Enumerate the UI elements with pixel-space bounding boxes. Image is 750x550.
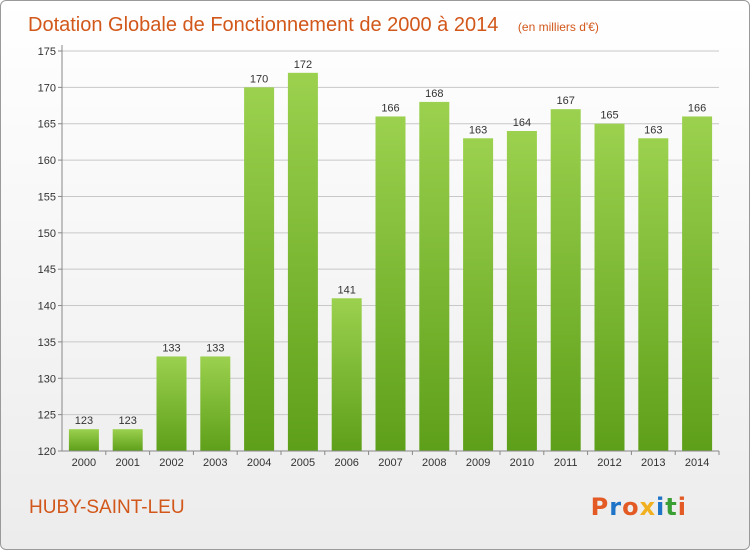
x-tick-label: 2009 xyxy=(466,457,490,469)
bar xyxy=(68,429,99,451)
x-tick-label: 2003 xyxy=(203,457,227,469)
y-tick-label: 170 xyxy=(38,82,56,94)
data-label: 133 xyxy=(206,342,224,354)
x-tick-label: 2011 xyxy=(554,457,578,469)
data-label: 167 xyxy=(557,95,575,107)
bar xyxy=(594,123,625,452)
proxiti-logo[interactable]: Proxiti xyxy=(591,493,687,521)
bars: 123 123 133 133 170 172 141 166 168 163 164 167 165 1… xyxy=(68,59,713,452)
logo-letter: P xyxy=(590,493,610,521)
data-label: 166 xyxy=(381,102,399,114)
logo-letter: o xyxy=(622,493,640,521)
logo-letter: i xyxy=(656,493,666,521)
data-label: 133 xyxy=(162,342,180,354)
logo-letter: r xyxy=(609,493,623,521)
x-tick-label: 2005 xyxy=(291,457,315,469)
y-tick-label: 130 xyxy=(38,373,56,385)
chart-title: Dotation Globale de Fonctionnement de 20… xyxy=(28,14,498,36)
data-label: 164 xyxy=(513,117,531,129)
bar xyxy=(419,101,450,451)
y-tick-label: 135 xyxy=(38,337,56,349)
data-label: 141 xyxy=(338,284,356,296)
bar xyxy=(506,131,537,451)
bar xyxy=(375,116,406,452)
data-label: 163 xyxy=(469,124,487,136)
bar xyxy=(550,109,581,451)
data-label: 123 xyxy=(119,415,137,427)
data-label: 166 xyxy=(688,102,706,114)
x-tick-label: 2010 xyxy=(510,457,534,469)
x-tick-label: 2014 xyxy=(685,457,709,469)
commune-name: HUBY-SAINT-LEU xyxy=(29,497,185,518)
data-label: 172 xyxy=(294,59,312,71)
axes: 120 125 130 135 140 145 150 155 160 165 170 175 2000… xyxy=(38,45,720,469)
bar xyxy=(682,116,713,452)
bar xyxy=(112,429,143,451)
x-tick-label: 2008 xyxy=(422,457,446,469)
logo-letter: t xyxy=(665,493,678,521)
x-tick-label: 2001 xyxy=(115,457,139,469)
x-tick-label: 2002 xyxy=(159,457,183,469)
bar xyxy=(200,356,231,451)
y-tick-label: 140 xyxy=(38,301,56,313)
x-tick-label: 2007 xyxy=(378,457,402,469)
y-tick-label: 125 xyxy=(38,410,56,422)
svg-text:Dotation Globale de Fonctionne: Dotation Globale de Fonctionnement de 20… xyxy=(28,14,599,36)
logo-letter: x xyxy=(639,493,657,521)
bar xyxy=(287,72,318,452)
data-label: 165 xyxy=(600,110,618,122)
data-label: 170 xyxy=(250,73,268,85)
bar xyxy=(156,356,187,451)
x-tick-label: 2000 xyxy=(72,457,96,469)
y-tick-label: 175 xyxy=(38,46,56,58)
data-label: 123 xyxy=(75,415,93,427)
data-label: 168 xyxy=(425,88,443,100)
y-tick-label: 165 xyxy=(38,119,56,131)
x-tick-label: 2004 xyxy=(247,457,271,469)
y-tick-label: 150 xyxy=(38,228,56,240)
y-tick-label: 145 xyxy=(38,264,56,276)
bar xyxy=(638,138,669,452)
data-label: 163 xyxy=(644,124,662,136)
bar xyxy=(331,298,362,451)
logo-letter: i xyxy=(677,493,687,521)
y-tick-label: 155 xyxy=(38,191,56,203)
x-tick-label: 2012 xyxy=(597,457,621,469)
y-tick-label: 120 xyxy=(38,446,56,458)
chart-unit-note: (en milliers d'€) xyxy=(518,20,599,34)
y-tick-label: 160 xyxy=(38,155,56,167)
bar xyxy=(244,87,275,451)
x-tick-label: 2006 xyxy=(334,457,358,469)
bar xyxy=(463,138,494,452)
x-tick-label: 2013 xyxy=(641,457,665,469)
